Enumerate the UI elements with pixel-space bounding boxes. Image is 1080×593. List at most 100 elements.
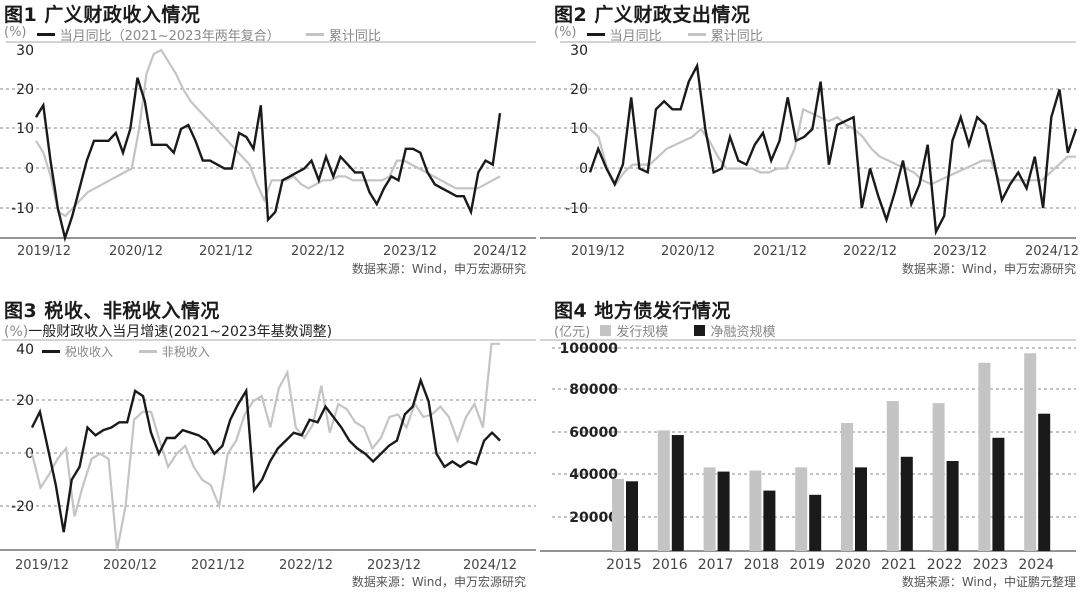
chart-title: 图2 广义财政支出情况 [554, 4, 751, 26]
bar [855, 467, 867, 551]
y-tick-label: 10 [570, 121, 588, 137]
x-tick-label: 2019 [789, 557, 825, 573]
y-tick-label: 100000 [560, 341, 619, 357]
bar [1038, 413, 1051, 551]
bar [946, 461, 959, 551]
x-tick-label: 2021/12 [753, 244, 807, 259]
y-tick-label: -10 [11, 201, 34, 217]
x-tick-label: 2019/12 [571, 244, 625, 259]
y-tick-label: 20000 [569, 510, 618, 526]
data-source: 数据来源：Wind，申万宏源研究 [351, 575, 526, 589]
chart-panel-fig4: 图4 地方债发行情况 (亿元) 发行规模 净融资规模 100000 80000 60… [540, 290, 1080, 593]
chart-title: 图4 地方债发行情况 [554, 300, 731, 322]
unit-label: (亿元) [554, 325, 591, 340]
bar [717, 471, 730, 551]
x-tick-label: 2023 [973, 557, 1009, 573]
y-tick-label: 40000 [569, 467, 618, 483]
chart-panel-fig1: 图1 广义财政收入情况 (%) 当月同比（2021~2023年两年复合） 累计同… [0, 0, 540, 290]
x-tick-label: 2019/12 [17, 244, 71, 259]
legend-item-net-financing: 净融资规模 [694, 321, 775, 340]
bar [841, 422, 853, 551]
chart-legend: (亿元) 发行规模 净融资规模 [554, 321, 775, 340]
y-tick-label: 80000 [569, 382, 618, 398]
bar [932, 403, 945, 551]
x-tick-label: 2017 [698, 557, 734, 573]
line-chart-fig3: 40 20 0 -20 2019/12 2020/12 2021/12 2022/12 2023… [0, 339, 536, 573]
unit-label: (%) [4, 324, 29, 340]
x-tick-label: 2021/12 [191, 558, 245, 573]
bar [809, 494, 822, 551]
legend-item-monthly: 当月同比 [586, 25, 662, 44]
bar [1024, 353, 1037, 551]
x-tick-label: 2021 [881, 557, 917, 573]
y-tick-label: 20 [16, 82, 34, 98]
x-tick-label: 2023/12 [933, 244, 987, 259]
y-tick-label: 10 [16, 121, 34, 137]
legend-item-monthly: 当月同比（2021~2023年两年复合） [36, 25, 280, 44]
x-tick-label: 2022/12 [843, 244, 897, 259]
x-tick-label: 2023/12 [367, 558, 421, 573]
bar [900, 456, 913, 551]
bar [978, 362, 991, 551]
x-tick-label: 2015 [606, 557, 642, 573]
chart-title: 图1 广义财政收入情况 [4, 4, 201, 26]
x-tick-label: 2022/12 [291, 244, 345, 259]
x-tick-label: 2020/12 [661, 244, 715, 259]
legend-swatch-black [586, 33, 605, 36]
series-line [588, 61, 1078, 236]
bar [992, 437, 1005, 551]
chart-legend: (%) 当月同比 累计同比 [554, 25, 763, 44]
legend-item-issuance: 发行规模 [600, 321, 668, 340]
x-tick-label: 2021/12 [199, 244, 253, 259]
legend-swatch-gray [138, 350, 157, 353]
series-line [30, 376, 501, 533]
bar-chart-fig4: 100000 80000 60000 40000 20000 2015 2016 2017 20… [540, 339, 1076, 573]
x-tick-label: 2024 [1018, 557, 1054, 573]
x-tick-label: 2020/12 [103, 558, 157, 573]
x-tick-label: 2022/12 [279, 558, 333, 573]
chart-legend: (%) 当月同比（2021~2023年两年复合） 累计同比 [4, 25, 381, 44]
line-chart-fig1: 30 20 10 0 -10 2019/12 2020/12 2021/12 2022/12 20… [0, 41, 536, 259]
y-tick-label: 30 [570, 43, 588, 59]
series-line [30, 342, 500, 551]
x-tick-label: 2024/12 [1025, 244, 1079, 259]
line-chart-fig2: 30 20 10 0 -10 2019/12 2020/12 2021/12 2022/12 20… [540, 41, 1079, 259]
x-tick-label: 2024/12 [473, 244, 527, 259]
bar [703, 467, 716, 551]
chart-legend: 税收收入 非税收入 [36, 342, 210, 360]
y-tick-label: 20 [16, 393, 34, 409]
data-source: 数据来源：Wind，申万宏源研究 [351, 262, 526, 276]
chart-panel-fig3: 图3 税收、非税收入情况 (%)一般财政收入当月增速(2021~2023年基数调… [0, 290, 540, 593]
y-tick-label: 0 [25, 161, 34, 177]
y-tick-label: 40 [16, 342, 34, 358]
x-tick-label: 2020 [835, 557, 871, 573]
legend-item-cumulative: 累计同比 [687, 25, 763, 44]
x-tick-label: 2022 [927, 557, 963, 573]
bar [763, 490, 776, 551]
legend-item-cumulative: 累计同比 [305, 25, 381, 44]
chart-title: 图3 税收、非税收入情况 [4, 300, 220, 322]
unit-label: (%) [554, 25, 577, 40]
legend-item-nontax: 非税收入 [138, 343, 210, 360]
x-tick-label: 2018 [744, 557, 780, 573]
y-tick-label: 0 [579, 161, 588, 177]
y-tick-label: 30 [16, 43, 34, 59]
x-tick-label: 2024/12 [463, 558, 517, 573]
y-tick-label: 0 [25, 446, 34, 462]
bar [626, 481, 638, 551]
x-tick-label: 2019/12 [15, 558, 69, 573]
y-tick-label: 20 [570, 82, 588, 98]
bar [749, 470, 762, 551]
chart-panel-fig2: 图2 广义财政支出情况 (%) 当月同比 累计同比 30 20 10 0 -10 2019… [540, 0, 1080, 290]
x-tick-label: 2023/12 [383, 244, 437, 259]
bar [612, 478, 624, 551]
series-line [35, 48, 501, 218]
x-tick-label: 2020/12 [109, 244, 163, 259]
legend-swatch-gray [600, 325, 612, 336]
legend-swatch-black [42, 350, 60, 353]
y-tick-label: 60000 [569, 425, 618, 441]
bar [886, 401, 899, 551]
series-line [34, 77, 502, 243]
legend-swatch-black [36, 33, 55, 36]
data-source: 数据来源：Wind，申万宏源研究 [901, 262, 1076, 276]
